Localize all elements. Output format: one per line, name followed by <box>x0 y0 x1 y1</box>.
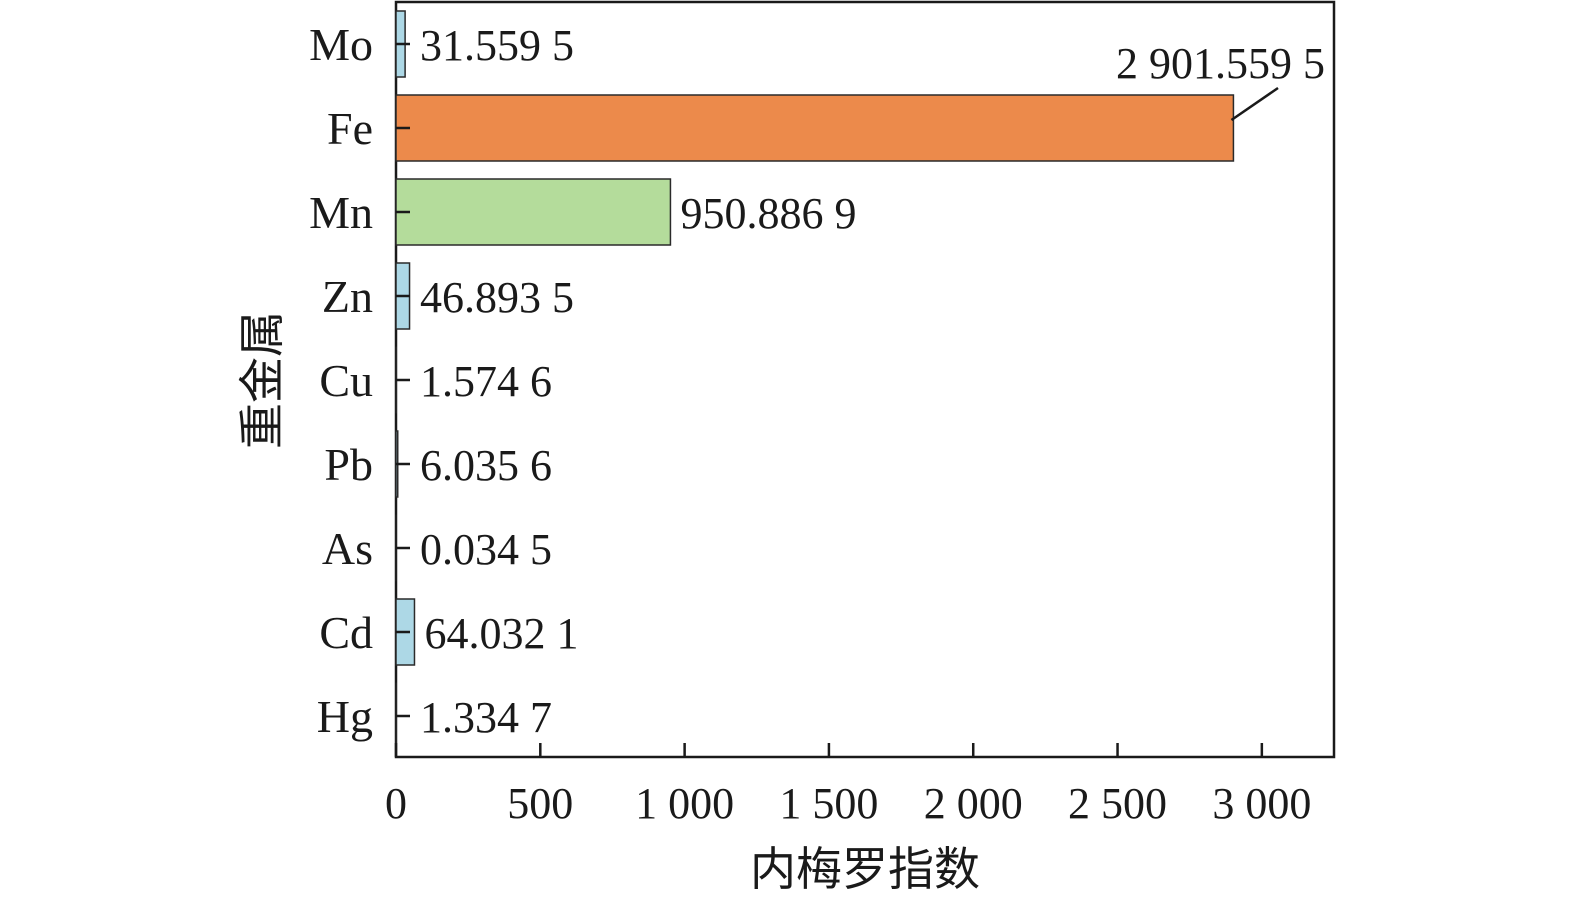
y-tick-label-pb: Pb <box>324 439 373 490</box>
y-tick-label-zn: Zn <box>322 271 373 322</box>
y-axis-title: 重金属 <box>235 311 289 449</box>
y-tick-label-mo: Mo <box>309 19 373 70</box>
x-tick-label-0: 0 <box>385 779 407 828</box>
y-tick-label-as: As <box>322 523 373 574</box>
x-tick-label-2000: 2 000 <box>924 779 1023 828</box>
value-label-as: 0.034 5 <box>420 525 552 574</box>
x-tick-label-3000: 3 000 <box>1212 779 1311 828</box>
y-tick-label-fe: Fe <box>327 103 373 154</box>
value-label-pb: 6.035 6 <box>420 441 552 490</box>
value-leader-line-fe <box>1230 86 1279 122</box>
value-label-mo: 31.559 5 <box>420 21 574 70</box>
y-tick-label-cu: Cu <box>319 355 373 406</box>
value-label-cu: 1.574 6 <box>420 357 552 406</box>
bar-mn <box>395 178 672 246</box>
y-tick-label-mn: Mn <box>309 187 373 238</box>
y-tick-label-cd: Cd <box>319 607 373 658</box>
value-label-mn: 950.886 9 <box>680 189 856 238</box>
value-label-zn: 46.893 5 <box>420 273 574 322</box>
x-axis-title: 内梅罗指数 <box>750 842 980 896</box>
value-label-fe: 2 901.559 5 <box>1116 39 1325 88</box>
value-label-hg: 1.334 7 <box>420 693 552 742</box>
x-tick-label-2500: 2 500 <box>1068 779 1167 828</box>
y-tick-label-hg: Hg <box>317 691 373 742</box>
x-tick-label-500: 500 <box>507 779 573 828</box>
x-tick-label-1000: 1 000 <box>635 779 734 828</box>
value-label-cd: 64.032 1 <box>424 609 578 658</box>
bar-fe <box>395 94 1235 162</box>
x-tick-label-1500: 1 500 <box>779 779 878 828</box>
